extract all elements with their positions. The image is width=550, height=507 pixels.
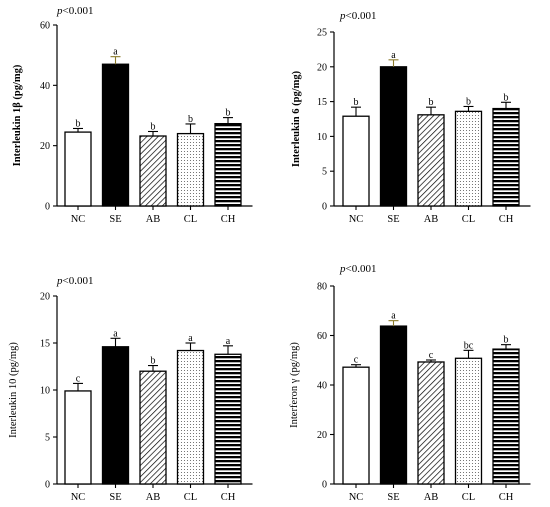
y-tick-label: 20	[317, 62, 327, 73]
y-tick-label: 40	[40, 81, 50, 92]
y-axis-title: Interferon γ (pg/mg)	[289, 342, 300, 428]
y-tick-label: 5	[322, 167, 327, 178]
significance-letter: b	[76, 118, 81, 129]
bar-ch	[493, 109, 519, 206]
x-category-label: AB	[424, 214, 439, 225]
p-value-threshold: <0.001	[346, 10, 377, 22]
bar-ab	[140, 136, 166, 206]
y-tick-label: 10	[40, 386, 50, 397]
x-category-label: SE	[109, 214, 121, 225]
chart-panel-3: p<0.001 0 5 10 15 20 Interleukin 10 (pg/mg) c NC…	[8, 275, 253, 503]
significance-letter: a	[391, 311, 396, 322]
x-category-label: AB	[146, 214, 161, 225]
chart-panel-1: p<0.001 0 20 40 60 Interleukin 1β (pg/mg) b NC a…	[12, 5, 253, 225]
significance-letter: b	[354, 97, 359, 108]
y-tick-label: 15	[317, 97, 327, 108]
bar-nc	[65, 132, 91, 206]
p-value-threshold: <0.001	[63, 5, 94, 17]
bar-ch	[215, 124, 241, 206]
y-tick-label: 0	[45, 480, 50, 491]
significance-letter: c	[354, 355, 359, 366]
x-category-label: NC	[71, 492, 86, 503]
y-axis-title: Interleukin 6 (pg/mg)	[291, 70, 302, 167]
y-tick-label: 80	[317, 282, 327, 293]
y-tick-label: 0	[322, 480, 327, 491]
y-tick-label: 5	[45, 433, 50, 444]
x-category-label: CL	[184, 214, 197, 225]
significance-letter: b	[151, 121, 156, 132]
x-category-label: CL	[184, 492, 197, 503]
p-value-label: p<0.001	[56, 275, 93, 287]
y-tick-label: 0	[45, 202, 50, 213]
significance-letter: a	[226, 336, 231, 347]
bar-ch	[215, 354, 241, 484]
x-category-label: CL	[462, 214, 475, 225]
y-tick-label: 40	[317, 381, 327, 392]
significance-letter: b	[429, 97, 434, 108]
significance-letter: bc	[464, 340, 474, 351]
p-value-threshold: <0.001	[346, 263, 377, 275]
bar-cl	[456, 358, 482, 484]
x-category-label: SE	[387, 492, 399, 503]
significance-letter: b	[151, 356, 156, 367]
x-category-label: NC	[349, 214, 364, 225]
x-category-label: CL	[462, 492, 475, 503]
bar-se	[103, 64, 129, 206]
bar-se	[381, 326, 407, 484]
p-value-label: p<0.001	[56, 5, 93, 17]
bar-cl	[178, 351, 204, 484]
bar-ab	[418, 115, 444, 206]
bar-ab	[418, 362, 444, 484]
significance-letter: b	[504, 335, 509, 346]
x-category-label: AB	[424, 492, 439, 503]
bar-ch	[493, 349, 519, 484]
y-tick-label: 15	[40, 339, 50, 350]
significance-letter: a	[113, 328, 118, 339]
bar-nc	[343, 367, 369, 484]
x-category-label: CH	[221, 214, 236, 225]
significance-letter: a	[391, 50, 396, 61]
y-tick-label: 0	[322, 202, 327, 213]
chart-panel-2: p<0.001 0 5 10 15 20 25 Interleukin 6 (pg/mg) b N…	[291, 10, 531, 225]
y-tick-label: 25	[317, 28, 327, 39]
y-tick-label: 20	[40, 292, 50, 303]
bar-ab	[140, 371, 166, 484]
x-category-label: NC	[349, 492, 364, 503]
y-axis-title: Interleukin 10 (pg/mg)	[8, 342, 19, 438]
y-tick-label: 60	[40, 21, 50, 32]
bar-cl	[178, 134, 204, 206]
significance-letter: a	[113, 47, 118, 58]
bar-nc	[65, 391, 91, 484]
significance-letter: b	[504, 92, 509, 103]
p-value-threshold: <0.001	[63, 275, 94, 287]
y-tick-label: 20	[317, 430, 327, 441]
y-tick-label: 20	[40, 141, 50, 152]
p-value-label: p<0.001	[339, 10, 376, 22]
significance-letter: b	[466, 96, 471, 107]
y-tick-label: 60	[317, 331, 327, 342]
x-category-label: AB	[146, 492, 161, 503]
x-category-label: NC	[71, 214, 86, 225]
significance-letter: b	[226, 108, 231, 119]
x-category-label: CH	[221, 492, 236, 503]
bar-cl	[456, 111, 482, 206]
significance-letter: c	[76, 373, 81, 384]
x-category-label: SE	[109, 492, 121, 503]
x-category-label: SE	[387, 214, 399, 225]
significance-letter: a	[188, 333, 193, 344]
x-category-label: CH	[499, 214, 514, 225]
bar-se	[381, 67, 407, 206]
significance-letter: b	[188, 114, 193, 125]
bar-se	[103, 347, 129, 484]
bar-nc	[343, 116, 369, 206]
significance-letter: c	[429, 350, 434, 361]
p-value-label: p<0.001	[339, 263, 376, 275]
y-tick-label: 10	[317, 132, 327, 143]
chart-panel-4: p<0.001 0 20 40 60 80 Interferon γ (pg/mg) c NC a…	[289, 263, 531, 503]
x-category-label: CH	[499, 492, 514, 503]
y-axis-title: Interleukin 1β (pg/mg)	[12, 64, 23, 166]
